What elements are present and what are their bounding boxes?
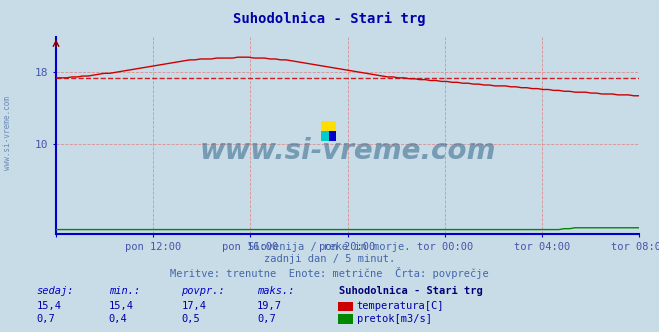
Text: zadnji dan / 5 minut.: zadnji dan / 5 minut. bbox=[264, 254, 395, 264]
Text: 0,7: 0,7 bbox=[36, 314, 55, 324]
Text: min.:: min.: bbox=[109, 286, 140, 296]
Text: sedaj:: sedaj: bbox=[36, 286, 74, 296]
Text: Meritve: trenutne  Enote: metrične  Črta: povprečje: Meritve: trenutne Enote: metrične Črta: … bbox=[170, 267, 489, 279]
Text: Suhodolnica - Stari trg: Suhodolnica - Stari trg bbox=[339, 286, 483, 296]
Text: pretok[m3/s]: pretok[m3/s] bbox=[357, 314, 432, 324]
Text: Suhodolnica - Stari trg: Suhodolnica - Stari trg bbox=[233, 12, 426, 26]
Text: www.si-vreme.com: www.si-vreme.com bbox=[200, 137, 496, 165]
Text: www.si-vreme.com: www.si-vreme.com bbox=[3, 96, 13, 170]
Text: 0,4: 0,4 bbox=[109, 314, 127, 324]
Text: povpr.:: povpr.: bbox=[181, 286, 225, 296]
Text: 19,7: 19,7 bbox=[257, 301, 282, 311]
FancyBboxPatch shape bbox=[322, 131, 329, 141]
Text: 17,4: 17,4 bbox=[181, 301, 206, 311]
Text: 15,4: 15,4 bbox=[109, 301, 134, 311]
Text: maks.:: maks.: bbox=[257, 286, 295, 296]
Text: 0,5: 0,5 bbox=[181, 314, 200, 324]
Text: 15,4: 15,4 bbox=[36, 301, 61, 311]
FancyBboxPatch shape bbox=[329, 131, 336, 141]
Text: Slovenija / reke in morje.: Slovenija / reke in morje. bbox=[248, 242, 411, 252]
Text: 0,7: 0,7 bbox=[257, 314, 275, 324]
Text: temperatura[C]: temperatura[C] bbox=[357, 301, 444, 311]
FancyBboxPatch shape bbox=[322, 122, 336, 131]
